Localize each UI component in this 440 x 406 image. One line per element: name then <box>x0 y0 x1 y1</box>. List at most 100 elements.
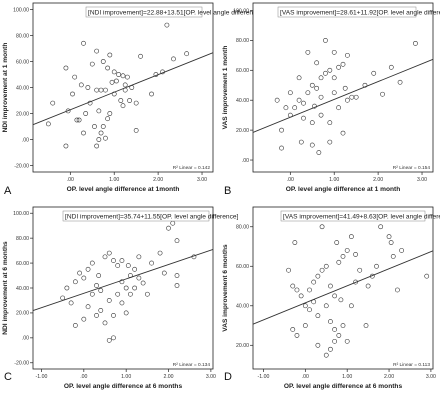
x-tick-label: .00 <box>67 177 74 183</box>
data-point <box>327 139 333 145</box>
data-point <box>72 322 78 328</box>
y-tick-label: 40.00 <box>236 98 249 104</box>
data-point <box>332 338 338 344</box>
x-tick-label: 1.00 <box>121 374 131 380</box>
data-point <box>136 275 142 281</box>
data-point <box>115 291 121 297</box>
equation-box <box>277 6 417 18</box>
x-tick-label: .00 <box>80 374 87 380</box>
y-tick-label: 20.00 <box>16 311 29 317</box>
data-point <box>133 127 139 133</box>
y-tick-label: 20.00 <box>236 128 249 134</box>
data-point <box>111 69 117 75</box>
data-point <box>120 103 126 109</box>
data-point <box>119 300 125 306</box>
x-tick-label: -1.00 <box>258 374 270 380</box>
data-point <box>65 108 71 114</box>
data-point <box>340 130 346 136</box>
y-tick-label: 40.00 <box>16 85 29 91</box>
data-point <box>96 108 102 114</box>
data-point <box>96 137 102 142</box>
data-point <box>63 143 69 149</box>
data-point <box>390 253 396 259</box>
data-point <box>85 304 91 310</box>
data-point <box>312 103 317 109</box>
regression-equation: [VAS improvement]=41.49+8.63[OP. level a… <box>283 214 440 221</box>
data-point <box>102 320 108 326</box>
data-point <box>122 87 128 93</box>
data-point <box>342 85 348 91</box>
data-point <box>314 85 320 91</box>
y-tick-label: 40.00 <box>16 286 29 292</box>
data-point <box>94 313 99 318</box>
data-point <box>315 342 321 348</box>
x-tick-label: 1.00 <box>342 374 352 380</box>
y-tick-label: 20.00 <box>236 343 249 349</box>
x-tick-label: 3.00 <box>426 374 436 380</box>
data-point <box>85 266 91 272</box>
data-point <box>344 248 350 253</box>
data-point <box>106 298 112 303</box>
y-tick-label: 20.00 <box>16 111 29 117</box>
y-tick-label: 100.00 <box>233 8 249 14</box>
data-point <box>174 238 180 244</box>
data-point <box>332 293 338 299</box>
data-point <box>319 267 325 273</box>
data-point <box>290 327 296 332</box>
data-point <box>287 90 293 96</box>
data-point <box>323 263 329 269</box>
data-point <box>380 91 385 97</box>
data-point <box>129 85 135 90</box>
data-point <box>102 254 108 260</box>
data-point <box>118 98 124 103</box>
data-point <box>136 254 142 260</box>
data-point <box>157 250 163 256</box>
data-point <box>60 295 66 301</box>
x-axis-title: OP. level angle difference at 6 months <box>64 383 183 390</box>
data-point <box>349 94 355 100</box>
data-point <box>63 65 69 71</box>
data-point <box>81 316 87 322</box>
data-point <box>348 234 354 240</box>
data-point <box>191 254 197 260</box>
data-point <box>369 273 375 279</box>
plot-frame <box>252 206 434 370</box>
data-point <box>307 287 312 293</box>
data-point <box>336 333 342 338</box>
data-point <box>127 98 132 103</box>
y-axis-title: NDI improvement at 1 month <box>2 43 9 133</box>
data-point <box>120 73 126 79</box>
x-axis-title: OP. level angle difference at 6 months <box>284 383 403 390</box>
data-point <box>74 117 80 123</box>
data-point <box>105 116 111 122</box>
x-tick-label: .00 <box>287 177 294 183</box>
data-point <box>144 291 150 297</box>
regression-equation: [NDI improvement]=35.74+11.55[OP. level … <box>65 214 239 221</box>
data-point <box>357 267 363 273</box>
data-point <box>296 75 302 81</box>
panel-letter: D <box>224 371 232 383</box>
regression-line <box>252 58 434 133</box>
data-point <box>301 115 306 121</box>
data-point <box>399 248 405 253</box>
data-point <box>83 111 89 116</box>
data-point <box>98 87 104 93</box>
data-point <box>340 323 346 328</box>
data-point <box>294 287 300 293</box>
data-point <box>371 70 377 76</box>
x-tick-label: 2.00 <box>384 374 394 380</box>
data-point <box>413 40 418 46</box>
data-point <box>395 287 400 293</box>
data-point <box>111 258 116 263</box>
data-point <box>309 120 315 126</box>
x-tick-label: 1.00 <box>329 177 339 183</box>
data-point <box>114 78 119 84</box>
data-point <box>340 61 346 67</box>
y-tick-label: 80.00 <box>16 33 29 39</box>
data-point <box>50 100 56 106</box>
regression-line <box>32 52 214 126</box>
x-tick-label: 3.00 <box>197 177 207 183</box>
data-point <box>274 97 280 103</box>
data-point <box>378 224 384 230</box>
data-point <box>318 75 324 81</box>
